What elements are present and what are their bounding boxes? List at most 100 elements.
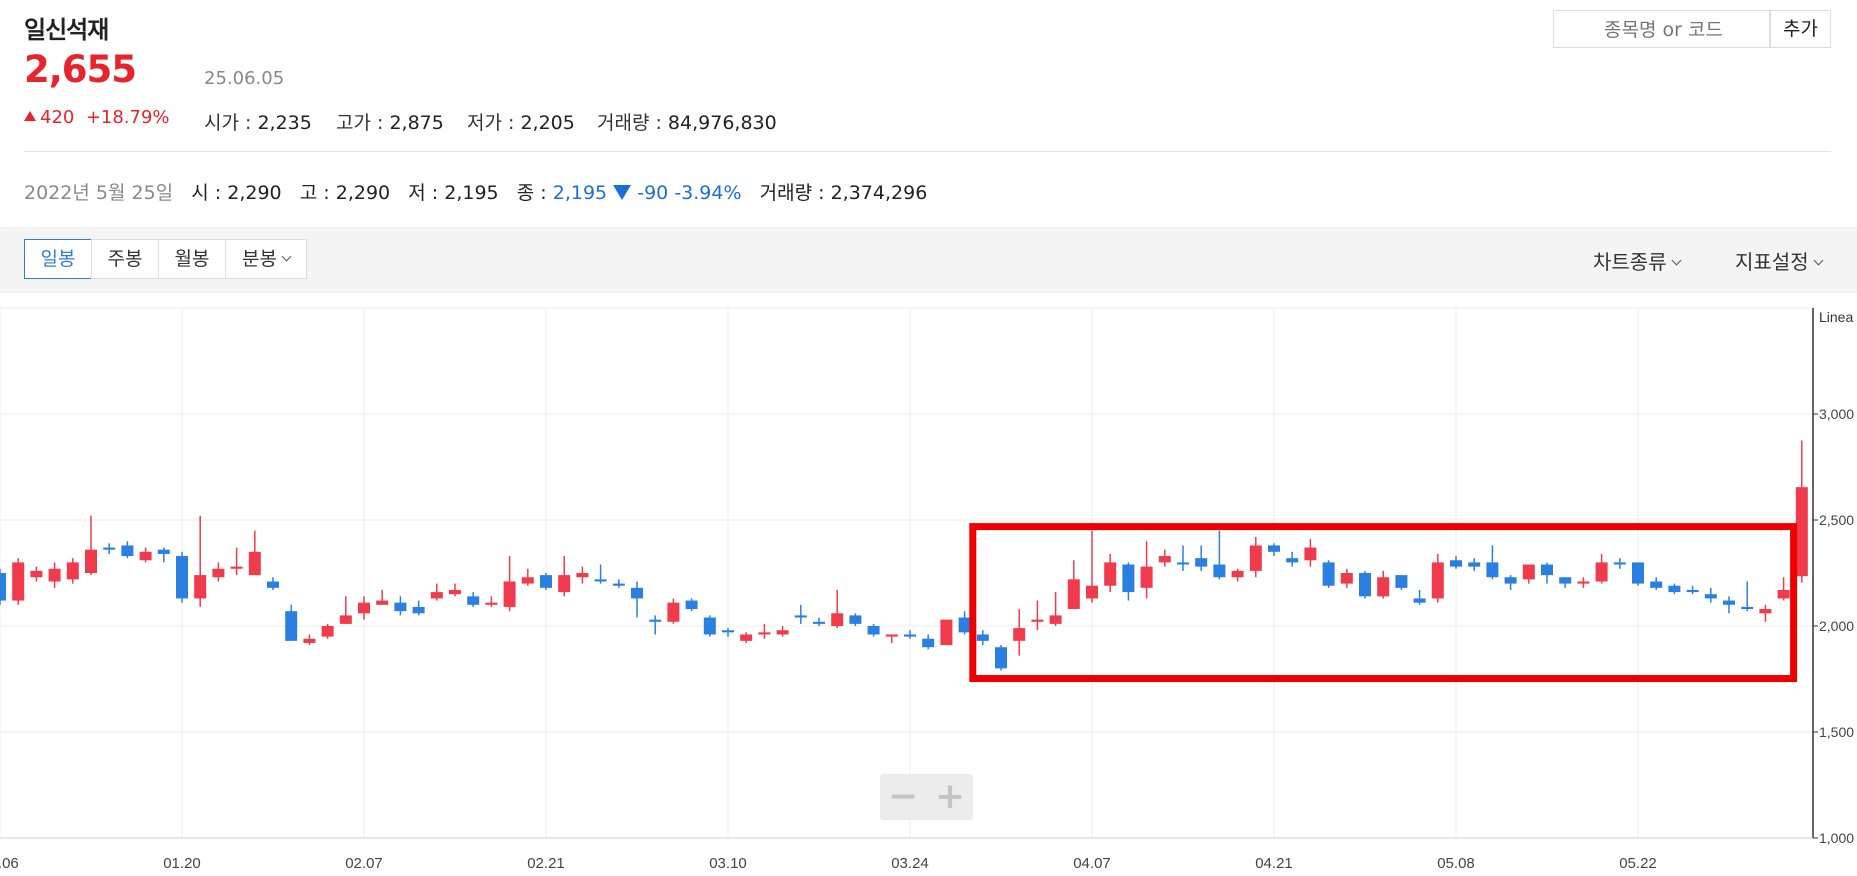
highlight-box	[969, 523, 1798, 683]
candle	[976, 630, 989, 646]
candle	[1795, 440, 1808, 583]
candle	[430, 583, 443, 601]
candle	[649, 615, 662, 635]
hover-date: 2022년 5월 25일	[24, 182, 174, 204]
candle-body	[121, 545, 134, 557]
candle	[12, 558, 25, 605]
candle-body	[1504, 577, 1517, 584]
candle-body	[1122, 564, 1135, 593]
candle	[1104, 553, 1117, 593]
candle-body	[1431, 562, 1444, 599]
candle	[1632, 562, 1644, 586]
candle-body	[867, 626, 880, 635]
candle-body	[449, 589, 461, 595]
candle	[66, 558, 79, 584]
candle-body	[1031, 619, 1044, 622]
candle	[1031, 600, 1044, 631]
hover-volume-label: 거래량 :	[759, 182, 831, 204]
candle	[995, 645, 1007, 671]
x-axis-labels: 01.06 01.20 02.07 02.21 03.10 03.24 04.07 04.21…	[0, 855, 1657, 872]
candle	[48, 562, 61, 588]
stock-name: 일신석재	[24, 16, 109, 44]
candle-body	[1213, 564, 1226, 578]
candle	[849, 613, 862, 626]
candle-body	[1413, 598, 1426, 603]
candle	[540, 573, 552, 590]
candle-body	[576, 573, 589, 578]
candle	[267, 577, 279, 590]
candle-body	[376, 600, 389, 605]
candle-body	[139, 551, 152, 561]
candle	[958, 611, 971, 635]
x-tick-label: 04.21	[1255, 855, 1293, 872]
candle-body	[12, 562, 25, 601]
add-button[interactable]: 추가	[1770, 10, 1831, 48]
candle-body	[339, 615, 352, 624]
tab-daily[interactable]: 일봉	[24, 239, 92, 279]
candle-body	[1595, 562, 1608, 582]
candle-body	[1377, 577, 1390, 597]
candle-body	[667, 602, 680, 622]
candle-body	[1067, 579, 1080, 610]
candle-body	[1104, 562, 1117, 586]
tab-monthly[interactable]: 월봉	[158, 239, 226, 279]
y-tick-label: 1,500	[1819, 724, 1854, 740]
candle-body	[1450, 560, 1462, 567]
chart-type-dropdown[interactable]: 차트종류	[1593, 246, 1682, 275]
candle-body	[1668, 585, 1681, 593]
zoom-in-button[interactable]: +	[934, 776, 966, 817]
candle	[794, 604, 807, 624]
candlestick-chart[interactable]: 01.06 01.20 02.07 02.21 03.10 03.24 04.07 04.21…	[0, 300, 1857, 876]
hover-low: 2,195	[444, 182, 499, 204]
tab-minute[interactable]: 분봉	[225, 239, 307, 279]
x-tick-label: 05.22	[1619, 855, 1657, 872]
candle	[1777, 577, 1790, 601]
candle	[248, 530, 261, 576]
candle-body	[1723, 600, 1735, 605]
hover-open: 2,290	[227, 182, 282, 204]
candle-body	[631, 587, 643, 599]
chevron-down-icon	[1671, 255, 1682, 266]
candle-body	[66, 562, 79, 580]
x-tick-label: 04.07	[1073, 855, 1111, 872]
zoom-out-button[interactable]: −	[887, 776, 919, 817]
candle-body	[303, 638, 316, 643]
candle-body	[1741, 606, 1754, 610]
candle-body	[1686, 589, 1699, 593]
chart-toolbar: 일봉 주봉 월봉 분봉 차트종류 지표설정	[0, 227, 1857, 293]
candle-body	[703, 617, 716, 635]
candle	[576, 566, 589, 584]
candles	[0, 440, 1808, 671]
candle	[1195, 545, 1208, 571]
candle-body	[1650, 581, 1663, 588]
candle-body	[1795, 487, 1808, 577]
candle-body	[1468, 562, 1481, 567]
candle	[121, 541, 134, 559]
scale-label: Linea	[1819, 309, 1853, 325]
candle-body	[1158, 556, 1171, 563]
candle-body	[958, 617, 971, 633]
y-tick-label: 1,000	[1819, 830, 1854, 846]
candle-body	[30, 570, 43, 578]
hover-low-label: 저 :	[408, 182, 445, 204]
candle	[594, 564, 607, 584]
candle-body	[267, 581, 279, 588]
candle-body	[1195, 558, 1208, 567]
candle	[1595, 553, 1608, 584]
candle-body	[1359, 573, 1371, 597]
hover-close: 2,195	[552, 182, 608, 204]
candle	[1158, 549, 1171, 567]
search-input[interactable]	[1554, 11, 1773, 49]
candle	[339, 596, 352, 624]
candle	[1686, 585, 1699, 595]
stat-volume: 거래량 : 84,976,830	[597, 112, 777, 134]
candle	[1541, 562, 1553, 584]
candle-body	[1632, 562, 1644, 584]
y-tick-label: 3,000	[1819, 406, 1854, 422]
candle	[1377, 570, 1390, 599]
tab-weekly[interactable]: 주봉	[91, 239, 159, 279]
candle	[885, 634, 898, 643]
candle	[1704, 587, 1717, 603]
candle	[285, 604, 298, 641]
indicator-settings-dropdown[interactable]: 지표설정	[1735, 246, 1824, 275]
